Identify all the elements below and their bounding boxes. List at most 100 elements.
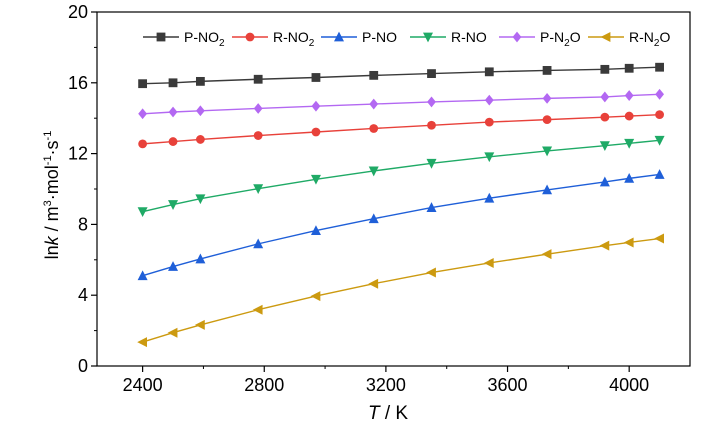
data-point	[541, 249, 552, 260]
data-point	[542, 92, 552, 104]
data-point	[369, 70, 379, 80]
data-point	[655, 88, 664, 100]
legend-marker	[245, 32, 255, 42]
series-R-N2O	[137, 233, 664, 348]
data-point	[624, 138, 635, 149]
data-point	[369, 124, 379, 133]
legend-marker	[512, 31, 522, 43]
series-P-NO	[137, 169, 665, 281]
data-point	[542, 146, 553, 157]
data-point	[311, 100, 321, 112]
data-point	[195, 76, 205, 86]
data-point	[623, 237, 634, 248]
x-tick-label: 2800	[244, 375, 284, 395]
data-point	[624, 172, 635, 183]
legend-label: R-NO2	[273, 29, 315, 49]
data-point	[655, 62, 664, 72]
data-point	[654, 135, 665, 146]
y-tick-label: 16	[68, 73, 88, 93]
legend-marker	[334, 31, 344, 42]
data-point	[252, 304, 263, 315]
data-point	[484, 94, 494, 106]
data-point	[195, 253, 206, 264]
data-point	[368, 278, 379, 289]
legend-label: P-N2O	[540, 29, 581, 49]
data-point	[427, 120, 436, 130]
data-point	[195, 105, 205, 117]
series-P-N2O	[138, 88, 664, 120]
data-point	[484, 117, 494, 127]
data-point	[542, 66, 552, 75]
legend-item: R-NO	[410, 29, 487, 45]
y-tick-label: 4	[78, 285, 88, 305]
data-point	[542, 184, 553, 195]
data-point	[168, 137, 178, 146]
series-line	[142, 173, 660, 277]
data-point	[600, 112, 610, 122]
data-point	[310, 225, 321, 235]
legend: P-NO2 R-NO2 P-NO R-NO P-N2O R-N2O	[143, 29, 670, 49]
data-point	[484, 152, 495, 163]
data-point	[624, 111, 634, 121]
series-P-NO2	[138, 62, 664, 89]
data-point	[427, 69, 436, 78]
data-point	[542, 115, 552, 125]
data-point	[168, 106, 178, 118]
legend-label: P-NO	[362, 29, 397, 45]
series-layer	[137, 62, 665, 348]
data-point	[253, 74, 263, 84]
series-line	[142, 66, 660, 85]
x-tick-label: 3600	[488, 375, 528, 395]
data-point	[654, 169, 665, 179]
y-tick-label: 12	[68, 144, 88, 164]
y-tick-label: 0	[78, 356, 88, 376]
x-tick-label: 4000	[609, 375, 649, 395]
x-tick-label: 2400	[123, 375, 163, 395]
data-point	[138, 79, 148, 89]
data-point	[484, 67, 494, 77]
data-point	[600, 64, 610, 74]
data-point	[168, 261, 179, 271]
data-point	[168, 78, 178, 88]
data-point	[311, 127, 321, 137]
plot-axes: 0 4 8 12 16 20 2400 2800 3200 3600 4000	[68, 2, 691, 395]
data-point	[137, 207, 148, 218]
legend-marker	[156, 32, 166, 42]
data-point	[195, 135, 205, 144]
data-point	[426, 158, 437, 169]
data-point	[426, 267, 436, 278]
data-point	[194, 319, 205, 330]
series-line	[142, 113, 660, 145]
y-tick-label: 20	[68, 2, 88, 22]
data-point	[137, 270, 148, 281]
data-point	[483, 257, 494, 268]
series-R-NO	[137, 135, 665, 218]
data-point	[599, 141, 610, 152]
data-point	[655, 110, 664, 120]
data-point	[195, 194, 206, 205]
data-point	[167, 327, 178, 338]
data-point	[253, 238, 264, 249]
data-point	[599, 176, 610, 187]
data-point	[654, 233, 664, 244]
data-point	[624, 63, 634, 73]
legend-label: R-N2O	[629, 29, 670, 49]
y-axis-label: lnk / m3·mol-1·s-1	[42, 131, 62, 260]
x-tick-label: 3200	[366, 375, 406, 395]
data-point	[137, 337, 148, 348]
data-point	[484, 192, 495, 203]
series-line	[142, 93, 660, 115]
legend-item: R-NO2	[232, 29, 315, 49]
legend-item: R-N2O	[588, 29, 670, 49]
series-R-NO2	[138, 110, 664, 149]
data-point	[253, 184, 264, 195]
data-point	[310, 291, 321, 302]
data-point	[427, 96, 436, 108]
data-point	[369, 98, 379, 110]
data-point	[253, 103, 263, 114]
legend-marker	[600, 32, 611, 42]
data-point	[426, 202, 437, 212]
data-point	[311, 73, 321, 82]
data-point	[368, 166, 379, 177]
